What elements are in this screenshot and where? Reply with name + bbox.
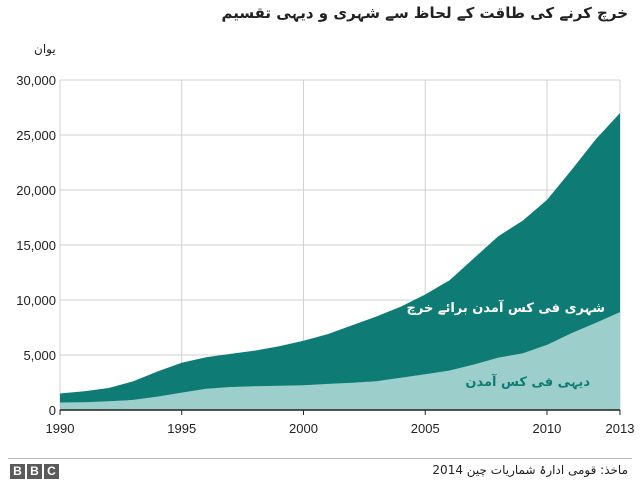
y-tick-label: 20,000 — [16, 183, 56, 198]
y-tick-label: 10,000 — [16, 293, 56, 308]
urban-series-label: شہری فی کس آمدن برائے خرچ — [407, 299, 606, 316]
bbc-logo: B B C — [10, 464, 59, 479]
x-tick-label: 2013 — [606, 421, 635, 436]
x-tick-label: 2000 — [289, 421, 318, 436]
x-tick-label: 1990 — [46, 421, 75, 436]
y-tick-label: 0 — [49, 403, 56, 418]
area-chart: 0 5,000 10,000 15,000 20,000 25,000 30,000 1990… — [16, 73, 635, 436]
rural-income-area — [60, 312, 620, 410]
y-tick-label: 30,000 — [16, 73, 56, 88]
x-tick-label: 2010 — [532, 421, 561, 436]
urban-income-area — [60, 113, 620, 410]
y-tick-label: 5,000 — [23, 348, 56, 363]
rural-series-label: دیہی فی کس آمدن — [465, 373, 590, 390]
footer-divider — [8, 458, 632, 459]
chart-title: خرچ کرنے کی طاقت کے لحاظ سے شہری و دیہی … — [221, 4, 628, 22]
source-note: ماخذ: قومی ادارۂ شماریات چین 2014 — [432, 463, 628, 477]
x-tick-label: 2005 — [411, 421, 440, 436]
x-tick-label: 1995 — [167, 421, 196, 436]
bbc-logo-letter: C — [44, 464, 59, 479]
bbc-logo-letter: B — [27, 464, 42, 479]
bbc-logo-letter: B — [10, 464, 25, 479]
y-axis-unit-label: یوان — [34, 42, 56, 56]
y-tick-label: 15,000 — [16, 238, 56, 253]
y-tick-label: 25,000 — [16, 128, 56, 143]
